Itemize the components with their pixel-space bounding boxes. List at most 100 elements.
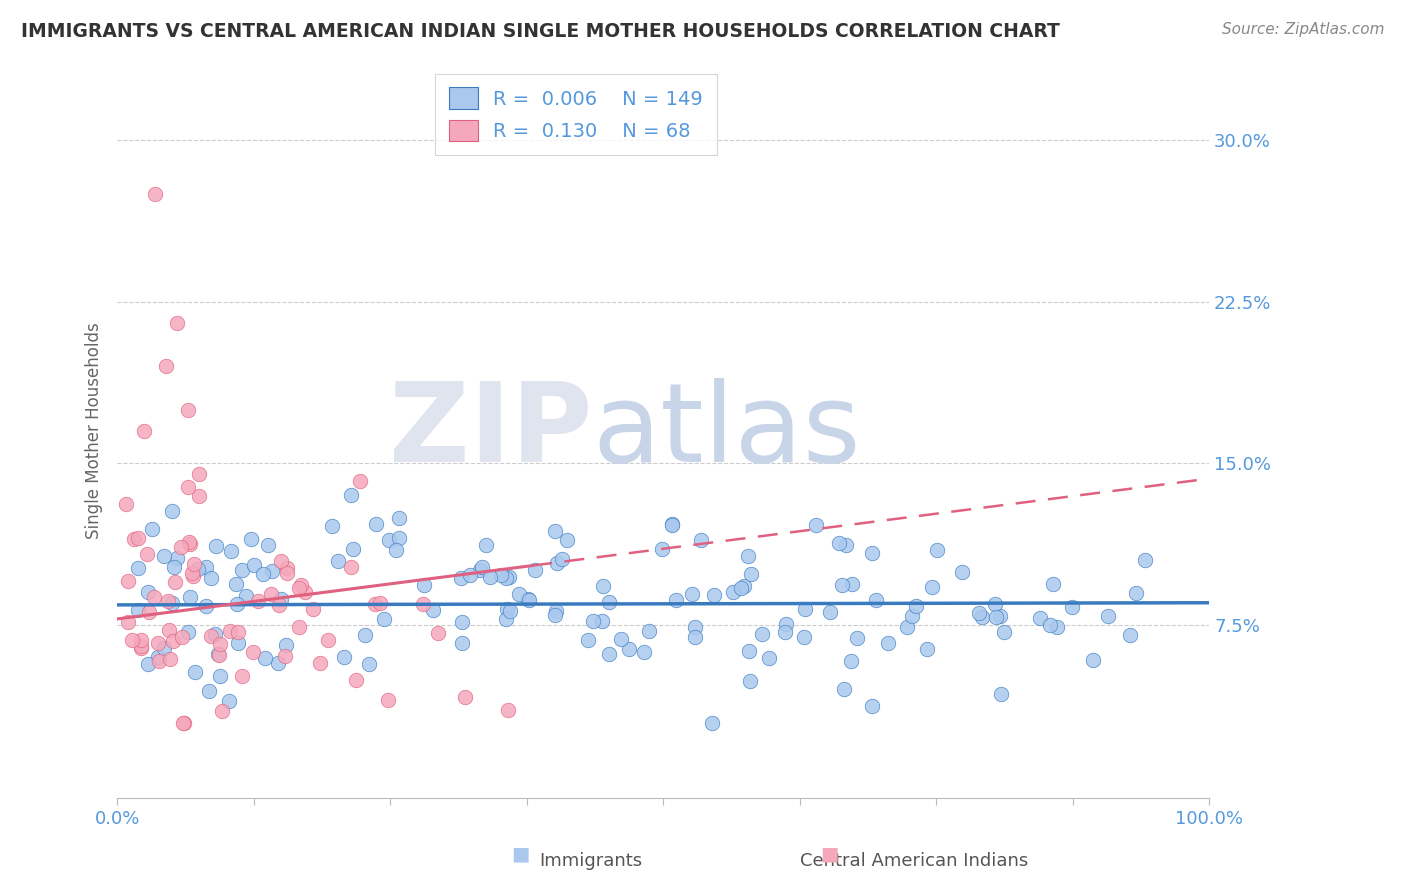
Point xyxy=(576,632,599,647)
Point xyxy=(818,605,841,619)
Point xyxy=(366,517,388,532)
Point xyxy=(1029,611,1052,625)
Point xyxy=(141,522,163,536)
Point xyxy=(156,594,179,608)
Point xyxy=(495,612,517,626)
Point xyxy=(157,623,180,637)
Point xyxy=(160,596,183,610)
Point xyxy=(633,645,655,659)
Point xyxy=(498,570,520,584)
Point xyxy=(896,619,918,633)
Point xyxy=(200,571,222,585)
Text: IMMIGRANTS VS CENTRAL AMERICAN INDIAN SINGLE MOTHER HOUSEHOLDS CORRELATION CHART: IMMIGRANTS VS CENTRAL AMERICAN INDIAN SI… xyxy=(21,22,1060,41)
Point xyxy=(209,637,232,651)
Point xyxy=(683,631,706,645)
Point xyxy=(136,657,159,672)
Point xyxy=(269,598,291,612)
Point xyxy=(262,564,284,578)
Point xyxy=(793,631,815,645)
Point xyxy=(665,593,688,607)
Point xyxy=(129,639,152,653)
Point xyxy=(318,632,340,647)
Point xyxy=(270,591,292,606)
Point xyxy=(681,587,703,601)
Point xyxy=(121,633,143,648)
Point xyxy=(136,547,159,561)
Point xyxy=(260,587,283,601)
Point xyxy=(246,594,269,608)
Point xyxy=(183,558,205,572)
Point xyxy=(610,632,633,646)
Point xyxy=(198,684,221,698)
Point xyxy=(117,615,139,629)
Point xyxy=(226,597,249,611)
Point xyxy=(302,601,325,615)
Point xyxy=(208,668,231,682)
Point xyxy=(592,579,614,593)
Point xyxy=(990,687,1012,701)
Point xyxy=(1081,652,1104,666)
Point xyxy=(294,585,316,599)
Point xyxy=(831,578,853,592)
Point xyxy=(738,644,761,658)
Point xyxy=(413,578,436,592)
Point xyxy=(740,674,762,689)
Point xyxy=(806,517,828,532)
Point xyxy=(170,631,193,645)
Point xyxy=(226,624,249,639)
Point xyxy=(270,554,292,568)
Point xyxy=(377,693,399,707)
Point xyxy=(1060,600,1083,615)
Point xyxy=(470,563,492,577)
Point xyxy=(775,616,797,631)
Point xyxy=(152,549,174,563)
Point xyxy=(240,532,263,546)
Point xyxy=(219,544,242,558)
Point xyxy=(984,597,1007,611)
Point xyxy=(309,657,332,671)
Point xyxy=(551,551,574,566)
Legend: R =  0.006    N = 149, R =  0.130    N = 68: R = 0.006 N = 149, R = 0.130 N = 68 xyxy=(434,74,717,155)
Point xyxy=(146,650,169,665)
Point xyxy=(194,560,217,574)
Point xyxy=(162,559,184,574)
Point xyxy=(950,565,973,579)
Point xyxy=(354,627,377,641)
Point xyxy=(496,703,519,717)
Point xyxy=(733,579,755,593)
Point xyxy=(388,511,411,525)
Point xyxy=(138,605,160,619)
Point xyxy=(254,651,277,665)
Point xyxy=(508,587,530,601)
Point xyxy=(340,488,363,502)
Point xyxy=(274,648,297,663)
Point xyxy=(479,570,502,584)
Point xyxy=(737,549,759,563)
Point xyxy=(200,630,222,644)
Point xyxy=(349,474,371,488)
Point xyxy=(134,424,156,438)
Point xyxy=(129,633,152,648)
Point xyxy=(1045,620,1067,634)
Point xyxy=(450,636,472,650)
Point xyxy=(546,557,568,571)
Point xyxy=(496,602,519,616)
Point xyxy=(179,536,201,550)
Text: Source: ZipAtlas.com: Source: ZipAtlas.com xyxy=(1222,22,1385,37)
Point xyxy=(1039,618,1062,632)
Point xyxy=(148,636,170,650)
Point xyxy=(211,704,233,718)
Point xyxy=(187,562,209,576)
Point xyxy=(127,561,149,575)
Point xyxy=(471,560,494,574)
Point xyxy=(145,186,167,201)
Point xyxy=(1118,628,1140,642)
Point xyxy=(598,647,620,661)
Point xyxy=(900,608,922,623)
Point xyxy=(155,359,177,374)
Point xyxy=(177,402,200,417)
Point xyxy=(153,640,176,655)
Point xyxy=(495,570,517,584)
Point xyxy=(207,647,229,661)
Point xyxy=(690,533,713,548)
